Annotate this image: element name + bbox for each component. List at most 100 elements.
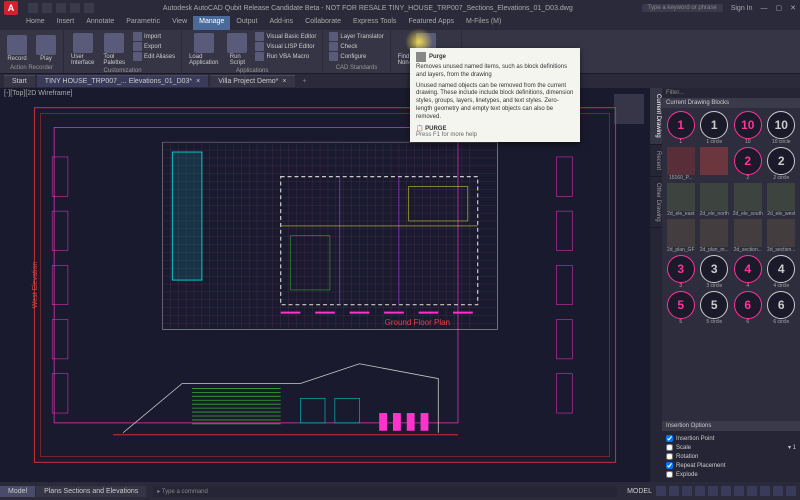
import-button[interactable]: Import: [131, 32, 177, 41]
block-item[interactable]: 2d_section...: [732, 219, 764, 253]
block-item[interactable]: 2d_ele_north: [699, 183, 731, 217]
palette-tab-recent[interactable]: Recent: [650, 145, 662, 177]
configure-button[interactable]: Configure: [327, 52, 385, 61]
new-tab-button[interactable]: +: [297, 76, 313, 87]
edit-aliases-button[interactable]: Edit Aliases: [131, 52, 177, 61]
polar-toggle-icon[interactable]: [695, 486, 705, 496]
insert-option-checkbox[interactable]: [666, 435, 673, 442]
document-tab[interactable]: Villa Project Demo*×: [210, 75, 294, 87]
block-item[interactable]: 2d_ele_east: [665, 183, 697, 217]
block-item[interactable]: 2d_plan_GF: [665, 219, 697, 253]
ribbon-tab-featured-apps[interactable]: Featured Apps: [402, 16, 460, 30]
palette-tab-current-drawing[interactable]: Current Drawing: [650, 88, 662, 145]
block-item[interactable]: 33: [665, 255, 697, 289]
block-item[interactable]: 22: [732, 147, 764, 181]
qat-open-icon[interactable]: [42, 3, 52, 13]
block-item[interactable]: 33 circle: [699, 255, 731, 289]
drawing-canvas[interactable]: [0, 88, 650, 482]
run-button[interactable]: RunScript: [224, 32, 250, 67]
ribbon-tab-home[interactable]: Home: [20, 16, 51, 30]
load-button[interactable]: LoadApplication: [186, 32, 221, 67]
block-name: 2: [746, 175, 749, 181]
block-item[interactable]: 55 circle: [699, 291, 731, 325]
palette-tab-other-drawing[interactable]: Other Drawing: [650, 177, 662, 229]
block-item[interactable]: 11: [665, 111, 697, 145]
ground-floor-plan-label: Ground Floor Plan: [385, 318, 450, 327]
help-search-input[interactable]: Type a keyword or phrase: [642, 4, 723, 12]
block-thumbnail: [767, 183, 795, 211]
ribbon-button-label: UserInterface: [71, 54, 94, 66]
drawing-viewport[interactable]: [-][Top][2D Wireframe] West Elevation Gr…: [0, 88, 650, 482]
block-item[interactable]: 66 circle: [766, 291, 798, 325]
insert-option-checkbox[interactable]: [666, 444, 673, 451]
document-tab[interactable]: TINY HOUSE_TRP007_... Elevations_01_D03*…: [37, 75, 208, 87]
block-item[interactable]: 2d_ele_west: [766, 183, 798, 217]
insert-option-row: Scale▾ 1: [666, 443, 796, 452]
lineweight-toggle-icon[interactable]: [721, 486, 731, 496]
close-tab-icon[interactable]: ×: [196, 78, 200, 85]
annotation-toggle-icon[interactable]: [734, 486, 744, 496]
block-item[interactable]: 44: [732, 255, 764, 289]
grid-toggle-icon[interactable]: [656, 486, 666, 496]
user-button[interactable]: UserInterface: [68, 32, 97, 67]
block-item[interactable]: 44 circle: [766, 255, 798, 289]
clean-screen-icon[interactable]: [786, 486, 796, 496]
ribbon-tab-express-tools[interactable]: Express Tools: [347, 16, 402, 30]
block-item[interactable]: 2d_plan_m...: [699, 219, 731, 253]
block-filter-input[interactable]: Filter...: [662, 88, 800, 98]
block-item[interactable]: 22 circle: [766, 147, 798, 181]
snap-toggle-icon[interactable]: [669, 486, 679, 496]
play-button[interactable]: Play: [33, 32, 59, 64]
window-close-icon[interactable]: ✕: [790, 4, 796, 12]
tool-button[interactable]: ToolPalettes: [100, 32, 128, 67]
ribbon-tab-collaborate[interactable]: Collaborate: [299, 16, 347, 30]
block-item[interactable]: [699, 147, 731, 181]
ribbon-tab-output[interactable]: Output: [230, 16, 263, 30]
qat-redo-icon[interactable]: [84, 3, 94, 13]
close-tab-icon[interactable]: ×: [282, 78, 286, 85]
block-item[interactable]: 1010: [732, 111, 764, 145]
workspace-switch-icon[interactable]: [747, 486, 757, 496]
ribbon-tab-parametric[interactable]: Parametric: [120, 16, 166, 30]
ribbon-tab-add-ins[interactable]: Add-ins: [263, 16, 299, 30]
ribbon-tab-insert[interactable]: Insert: [51, 16, 81, 30]
signin-button[interactable]: Sign In: [731, 5, 753, 12]
command-line-input[interactable]: ▸ Type a command: [153, 486, 617, 497]
record-button[interactable]: Record: [4, 32, 30, 64]
block-item[interactable]: 66: [732, 291, 764, 325]
ribbon-tab-m-files-m-[interactable]: M-Files (M): [460, 16, 507, 30]
qat-save-icon[interactable]: [56, 3, 66, 13]
block-item[interactable]: 55: [665, 291, 697, 325]
insert-option-checkbox[interactable]: [666, 453, 673, 460]
qat-new-icon[interactable]: [28, 3, 38, 13]
insert-option-checkbox[interactable]: [666, 471, 673, 478]
run-vba-macro-button[interactable]: Run VBA Macro: [253, 52, 318, 61]
document-tab[interactable]: Start: [4, 75, 35, 87]
ribbon-tab-view[interactable]: View: [166, 16, 193, 30]
window-max-icon[interactable]: ▢: [776, 4, 783, 12]
block-item[interactable]: 2d_section...: [766, 219, 798, 253]
isolate-toggle-icon[interactable]: [760, 486, 770, 496]
ribbon-tab-annotate[interactable]: Annotate: [80, 16, 120, 30]
layer-translator-button[interactable]: Layer Translator: [327, 32, 385, 41]
hardware-accel-icon[interactable]: [773, 486, 783, 496]
block-item[interactable]: 1010 circle: [766, 111, 798, 145]
layout-tab[interactable]: Plans Sections and Elevations: [36, 486, 146, 497]
visual-basic-editor-button[interactable]: Visual Basic Editor: [253, 32, 318, 41]
check-button[interactable]: Check: [327, 42, 385, 51]
visual-lisp-editor-button[interactable]: Visual LISP Editor: [253, 42, 318, 51]
osnap-toggle-icon[interactable]: [708, 486, 718, 496]
export-button[interactable]: Export: [131, 42, 177, 51]
model-tab[interactable]: Model: [0, 486, 35, 497]
insert-option-checkbox[interactable]: [666, 462, 673, 469]
block-item[interactable]: 11 circle: [699, 111, 731, 145]
ribbon-tab-manage[interactable]: Manage: [193, 16, 230, 30]
model-space-badge[interactable]: MODEL: [623, 488, 656, 495]
block-item[interactable]: 15160_P...: [665, 147, 697, 181]
ortho-toggle-icon[interactable]: [682, 486, 692, 496]
qat-undo-icon[interactable]: [70, 3, 80, 13]
insert-option-value[interactable]: ▾ 1: [788, 444, 796, 451]
block-item[interactable]: 2d_ele_south: [732, 183, 764, 217]
window-min-icon[interactable]: —: [761, 5, 768, 12]
panel-title: Action Recorder: [4, 64, 59, 71]
